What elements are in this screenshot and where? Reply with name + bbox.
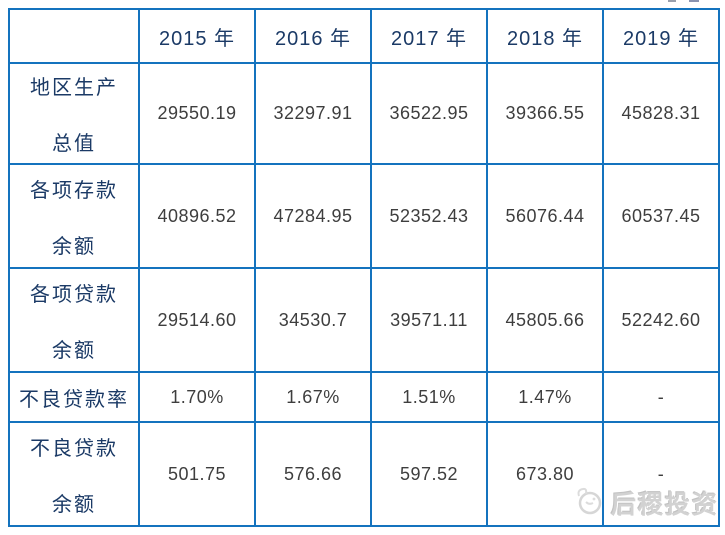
cell-value: 52352.43 (370, 163, 488, 269)
cell-value: 1.51% (370, 371, 488, 423)
cell-value: 1.67% (254, 371, 372, 423)
cell-value: 1.70% (138, 371, 256, 423)
header-cell-2019: 2019 年 (602, 8, 720, 64)
table-row-loans: 各项贷款 余额 29514.60 34530.7 39571.11 45805.… (8, 267, 720, 373)
header-cell-2017: 2017 年 (370, 8, 488, 64)
cell-value: 32297.91 (254, 62, 372, 165)
row-label-line: 地区生产 (30, 77, 118, 99)
row-label-line: 各项存款 (30, 179, 118, 202)
cell-value: 45805.66 (486, 267, 604, 373)
row-label-npl-ratio: 不良贷款率 (8, 371, 140, 423)
cell-value: 576.66 (254, 421, 372, 527)
header-cell-2015: 2015 年 (138, 8, 256, 64)
cell-value: 56076.44 (486, 163, 604, 269)
header-cell-blank (8, 8, 140, 64)
cell-value: 1.47% (486, 371, 604, 423)
row-label-loans: 各项贷款 余额 (8, 267, 140, 373)
cell-value: 52242.60 (602, 267, 720, 373)
table-row-npl-balance: 不良贷款 余额 501.75 576.66 597.52 673.80 - (8, 421, 720, 527)
table-row-gdp: 地区生产 总值 29550.19 32297.91 36522.95 39366… (8, 62, 720, 165)
cell-value: 40896.52 (138, 163, 256, 269)
cell-value: 597.52 (370, 421, 488, 527)
cell-value: 47284.95 (254, 163, 372, 269)
financial-data-table: 2015 年 2016 年 2017 年 2018 年 2019 年 地区生产 … (8, 8, 720, 527)
cell-value: 36522.95 (370, 62, 488, 165)
cell-value: 673.80 (486, 421, 604, 527)
clipped-text-fragment (689, 0, 699, 2)
table-row-deposits: 各项存款 余额 40896.52 47284.95 52352.43 56076… (8, 163, 720, 269)
cell-value: - (602, 371, 720, 423)
row-label-line: 不良贷款率 (19, 388, 129, 411)
row-label-line: 余额 (52, 235, 96, 258)
table-header-row: 2015 年 2016 年 2017 年 2018 年 2019 年 (8, 8, 720, 64)
cell-value: 29514.60 (138, 267, 256, 373)
table-row-npl-ratio: 不良贷款率 1.70% 1.67% 1.51% 1.47% - (8, 371, 720, 423)
cell-value: 29550.19 (138, 62, 256, 165)
cell-value: 60537.45 (602, 163, 720, 269)
row-label-line: 总值 (52, 133, 96, 155)
row-label-deposits: 各项存款 余额 (8, 163, 140, 269)
row-label-npl-balance: 不良贷款 余额 (8, 421, 140, 527)
cell-value: 34530.7 (254, 267, 372, 373)
row-label-gdp: 地区生产 总值 (8, 62, 140, 165)
row-label-line: 不良贷款 (30, 437, 118, 460)
header-cell-2018: 2018 年 (486, 8, 604, 64)
cell-value: 501.75 (138, 421, 256, 527)
row-label-line: 各项贷款 (30, 283, 118, 306)
cell-value: 45828.31 (602, 62, 720, 165)
cell-value: - (602, 421, 720, 527)
row-label-line: 余额 (52, 493, 96, 516)
clipped-text-fragment (668, 0, 676, 2)
row-label-line: 余额 (52, 339, 96, 362)
cell-value: 39366.55 (486, 62, 604, 165)
header-cell-2016: 2016 年 (254, 8, 372, 64)
cell-value: 39571.11 (370, 267, 488, 373)
